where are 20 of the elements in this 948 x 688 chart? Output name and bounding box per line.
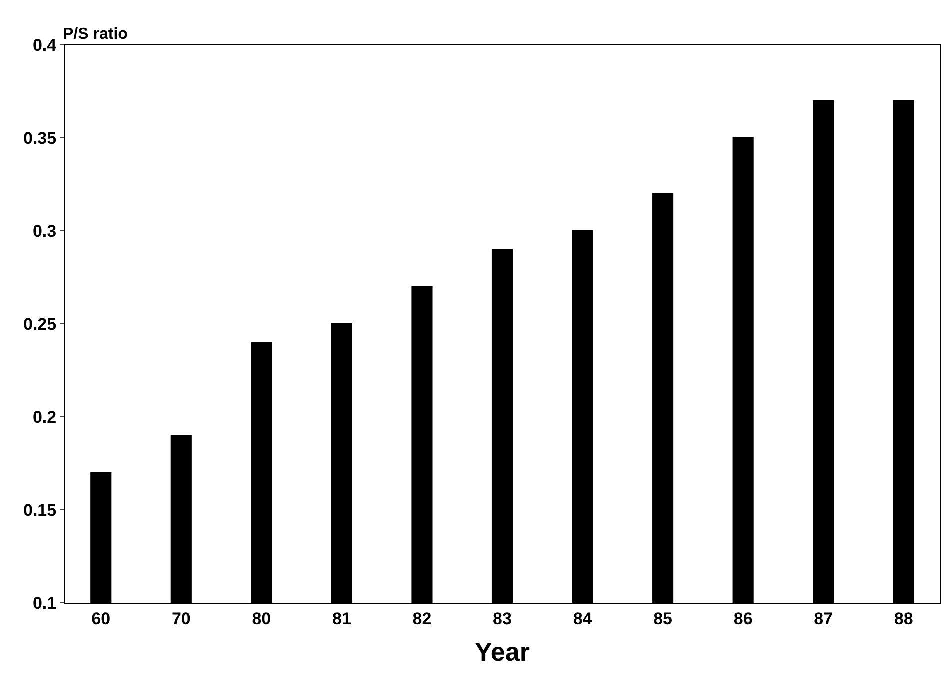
x-tick-label: 81 — [332, 609, 352, 628]
x-tick-label: 83 — [493, 609, 512, 628]
y-tick-label: 0.15 — [24, 500, 57, 520]
x-tick-label: 70 — [172, 609, 191, 628]
x-tick-label: 88 — [894, 609, 914, 628]
x-tick-label: 82 — [412, 609, 432, 628]
y-tick-label: 0.2 — [32, 408, 57, 427]
x-tick-label: 86 — [734, 609, 753, 628]
x-tick-label: 60 — [92, 609, 111, 628]
y-tick-label: 0.25 — [24, 314, 57, 334]
x-axis-title: Year — [475, 637, 530, 668]
y-tick-label: 0.35 — [24, 128, 57, 148]
x-tick-label: 85 — [654, 609, 673, 628]
y-axis-title: P/S ratio — [63, 26, 128, 43]
x-tick-label: 87 — [814, 609, 834, 628]
x-tick-label: 84 — [573, 609, 593, 628]
y-tick-label: 0.1 — [32, 594, 57, 613]
y-tick-label: 0.4 — [32, 36, 58, 55]
y-tick-label: 0.3 — [32, 222, 57, 241]
x-tick-label: 80 — [252, 609, 272, 628]
